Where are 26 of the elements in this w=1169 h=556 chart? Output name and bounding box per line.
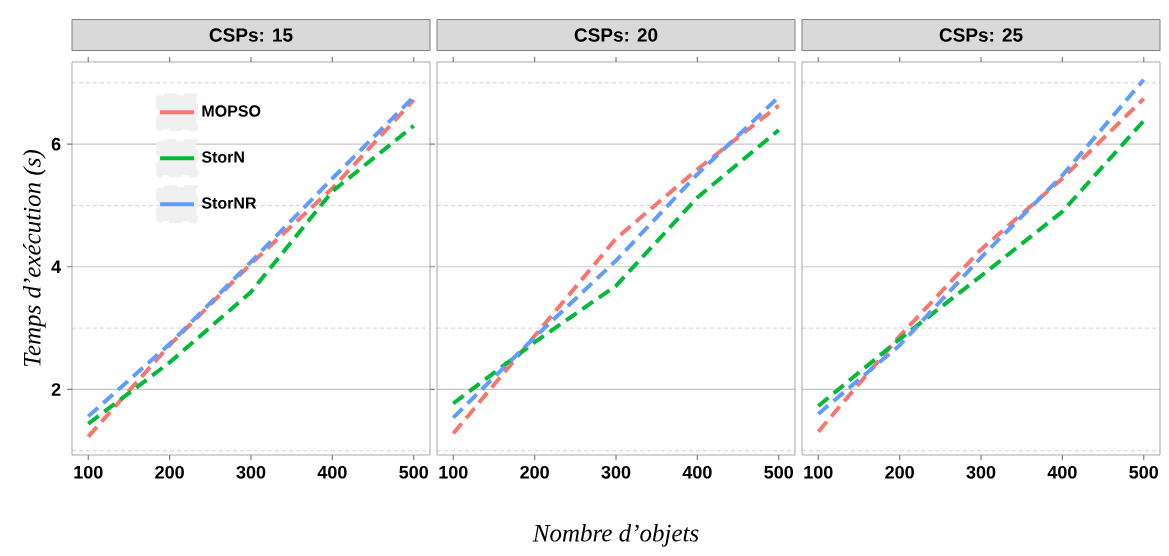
- x-tick-label: 100: [804, 465, 833, 479]
- y-axis-title: Temps d’exécution (s): [23, 150, 46, 367]
- x-tick-label: 400: [682, 465, 712, 479]
- x-tick-label: 500: [399, 465, 428, 479]
- x-tick-label: 300: [601, 465, 631, 479]
- x-tick-label: 100: [439, 465, 468, 479]
- legend-label: StorN: [201, 151, 244, 163]
- y-tick-label: 4: [51, 260, 62, 273]
- x-tick-label: 500: [1129, 465, 1159, 479]
- y-tick-label: 6: [51, 137, 61, 151]
- x-tick-label: 400: [1047, 465, 1077, 479]
- x-tick-label: 200: [155, 465, 184, 479]
- chart-title: CSPs: 20: [574, 28, 658, 42]
- x-axis-title: Nombre d’objets: [532, 524, 699, 547]
- x-tick-label: 400: [317, 465, 347, 479]
- x-tick-label: 200: [885, 465, 914, 479]
- x-tick-label: 300: [236, 465, 266, 479]
- legend-label: StorNR: [201, 197, 257, 209]
- chart-title: CSPs: 15: [209, 28, 293, 42]
- chart-title: CSPs: 25: [939, 28, 1023, 42]
- x-tick-label: 500: [764, 465, 793, 479]
- x-tick-label: 300: [966, 465, 996, 479]
- y-tick-label: 2: [51, 383, 61, 396]
- x-tick-label: 200: [520, 465, 549, 479]
- x-tick-label: 100: [74, 465, 103, 479]
- legend-label: MOPSO: [202, 105, 261, 117]
